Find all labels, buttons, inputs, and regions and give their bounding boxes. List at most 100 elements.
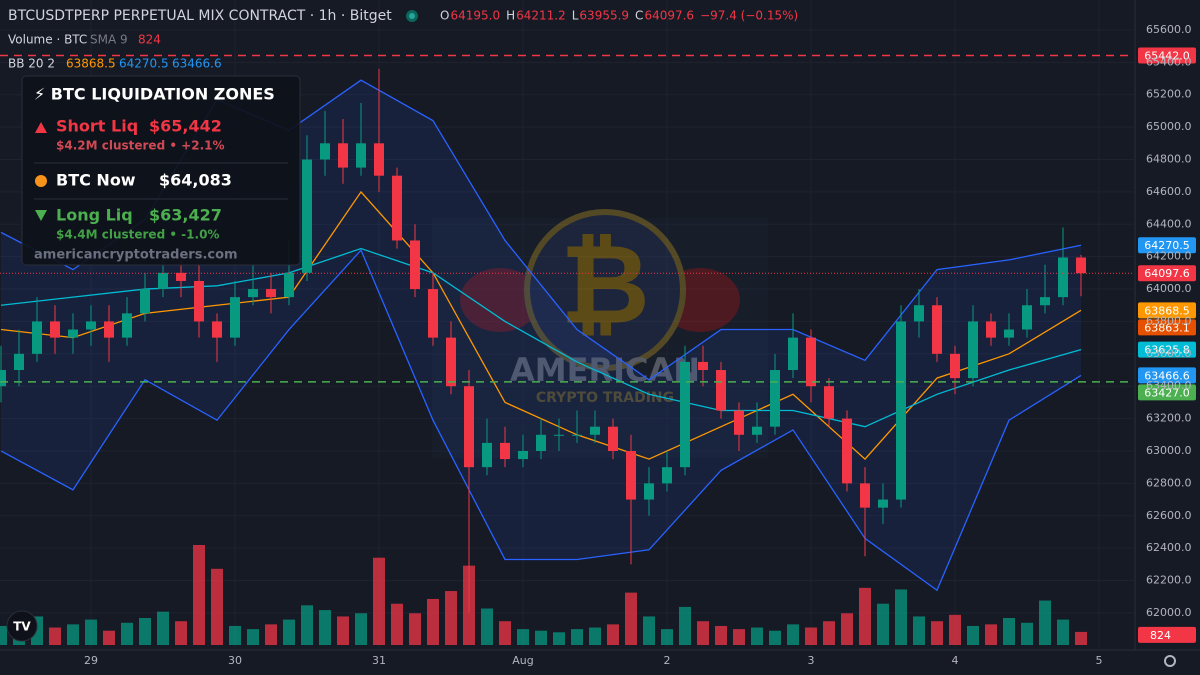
volume-bar (589, 627, 601, 645)
candle-body (842, 418, 852, 484)
candle-body (194, 280, 204, 322)
candle-body (140, 289, 150, 314)
candle-body (248, 289, 258, 298)
volume-bar (265, 624, 277, 645)
watermark-panel (432, 218, 768, 458)
price-label: 64097.6 (1144, 267, 1190, 280)
volume-bar (967, 625, 979, 645)
volume-bar (193, 545, 205, 645)
candle-body (32, 321, 42, 354)
volume-bar (481, 608, 493, 645)
ohlc-key: L (572, 9, 579, 23)
candle-body (104, 321, 114, 338)
volume-bar (571, 629, 583, 645)
ohlc-value: 64097.6 (644, 9, 694, 23)
candle-body (482, 442, 492, 468)
ohlc-value: 64195.0 (450, 9, 500, 23)
y-tick-label: 64200.0 (1146, 250, 1192, 263)
long-label: Long Liq (56, 206, 133, 225)
candle-body (374, 143, 384, 176)
volume-bar (697, 621, 709, 645)
y-tick-label: 63600.0 (1146, 347, 1192, 360)
volume-bar (931, 621, 943, 645)
ohlc-value: 63955.9 (579, 9, 629, 23)
price-label-bg (1138, 237, 1196, 254)
candle-body (626, 450, 636, 500)
down-arrow (35, 210, 47, 221)
volume-bar (985, 624, 997, 645)
card-bg (21, 75, 301, 266)
x-tick-label: 30 (228, 654, 242, 667)
volume-bar (355, 613, 367, 645)
status-dot-inner (409, 13, 415, 19)
price-label: 64270.5 (1144, 239, 1190, 252)
volume-bar (625, 592, 637, 645)
volume-bar (1021, 622, 1033, 645)
price-label-bg (1138, 302, 1196, 319)
volume-bar (949, 614, 961, 645)
y-tick-label: 62600.0 (1146, 509, 1192, 522)
price-label: 63427.0 (1144, 386, 1190, 399)
candle-body (1040, 297, 1050, 306)
candle-body (914, 305, 924, 322)
volume-bar (67, 624, 79, 645)
watermark-line1: AMERICAN (510, 351, 700, 389)
y-tick-label: 63800.0 (1146, 314, 1192, 327)
volume-bar (607, 624, 619, 645)
y-tick-label: 64600.0 (1146, 185, 1192, 198)
candle-body (1058, 257, 1068, 298)
candle-body (266, 289, 276, 298)
candle-body (1004, 329, 1014, 338)
volume-bar (337, 616, 349, 645)
candle-body (590, 426, 600, 435)
candle-body (392, 175, 402, 241)
candle-body (824, 386, 834, 419)
card-url: americancryptotraders.com (34, 248, 238, 263)
symbol-title: BTCUSDTPERP PERPETUAL MIX CONTRACT · 1h … (8, 8, 392, 24)
candle-body (716, 370, 726, 411)
candle-body (338, 143, 348, 168)
up-arrow (35, 122, 47, 133)
candle-body (806, 337, 816, 387)
price-label: 63466.6 (1144, 369, 1190, 382)
volume-bar (157, 611, 169, 645)
legend-sma: SMA 9 (90, 33, 128, 47)
candle-body (410, 240, 420, 290)
volume-bar (247, 629, 259, 645)
watermark: ₿ AMERICAN CRYPTO TRADING (432, 209, 768, 458)
candle-body (284, 272, 294, 298)
y-tick-label: 62000.0 (1146, 606, 1192, 619)
y-tick-label: 64400.0 (1146, 217, 1192, 230)
volume-bar (877, 603, 889, 645)
flag-right (660, 268, 740, 332)
ohlc-change: −97.4 (−0.15%) (700, 9, 798, 23)
volume-bar (229, 625, 241, 645)
candle-body (752, 426, 762, 435)
watermark-line2: CRYPTO TRADING (536, 390, 674, 406)
candle-body (176, 272, 186, 281)
price-labels: 65442.063863.163427.064097.664270.563868… (0, 47, 1196, 643)
candle-body (698, 361, 708, 371)
candle-body (446, 337, 456, 387)
candle-body (536, 434, 546, 451)
settings-button[interactable] (1164, 655, 1176, 667)
liquidation-card: ⚡ BTC LIQUIDATION ZONES Short Liq $65,44… (21, 75, 301, 266)
ohlc: O 64195.0 H 64211.2 L 63955.9 C 64097.6 −97.4 (−… (440, 9, 798, 23)
volume-bar (49, 627, 61, 645)
x-tick-label: 29 (84, 654, 98, 667)
legend-bb-basis: 63868.5 (66, 57, 116, 71)
candle-body (158, 272, 168, 290)
ohlc-key: O (440, 9, 449, 23)
volume-bar (643, 616, 655, 645)
volume-bar (553, 632, 565, 645)
price-label-bg (1138, 319, 1196, 336)
now-dot (35, 175, 47, 187)
candle-body (986, 321, 996, 338)
candle-body (950, 353, 960, 379)
x-tick-label: 2 (664, 654, 671, 667)
y-tick-label: 65400.0 (1146, 55, 1192, 68)
volume-bar (1075, 631, 1087, 645)
volume-bar (787, 624, 799, 645)
